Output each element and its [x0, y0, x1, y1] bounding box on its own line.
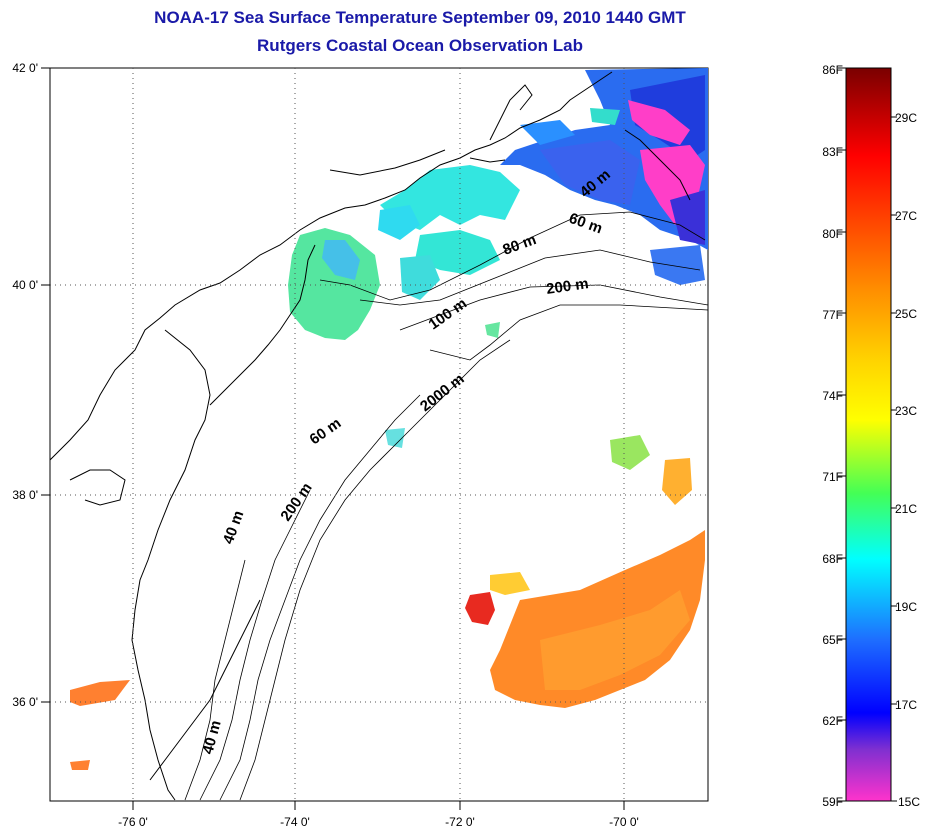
- lon-tick-label: -74 0': [280, 815, 310, 829]
- colorbar-c-label: 29C: [895, 111, 917, 125]
- isobath-label: 200 m: [545, 275, 589, 298]
- lon-tick-label: -70 0': [609, 815, 639, 829]
- grid: [50, 68, 708, 801]
- colorbar-f-label: 74F: [822, 389, 843, 403]
- axis-ticks: [41, 67, 625, 810]
- colorbar-f-label: 71F: [822, 470, 843, 484]
- lat-tick-label: 36 0': [12, 695, 38, 709]
- colorbar-c-label: 19C: [895, 600, 917, 614]
- sst-patches: [70, 68, 708, 770]
- colorbar-f-label: 86F: [822, 63, 843, 77]
- colorbar-f-label: 80F: [822, 227, 843, 241]
- colorbar-c-label: 23C: [895, 404, 917, 418]
- map-title: NOAA-17 Sea Surface Temperature Septembe…: [154, 8, 686, 27]
- lat-tick-label: 42 0': [12, 61, 38, 75]
- colorbar-c-label: 15C: [898, 795, 920, 809]
- lon-tick-label: -72 0': [445, 815, 475, 829]
- colorbar-f-label: 62F: [822, 714, 843, 728]
- isobaths: [184, 211, 708, 801]
- colorbar-ticks: [838, 67, 897, 802]
- colorbar-c-label: 25C: [895, 307, 917, 321]
- colorbar-f-label: 77F: [822, 308, 843, 322]
- colorbar: [845, 67, 892, 802]
- lat-tick-label: 38 0': [12, 488, 38, 502]
- colorbar-f-label: 68F: [822, 552, 843, 566]
- lon-tick-label: -76 0': [118, 815, 148, 829]
- colorbar-c-label: 17C: [895, 698, 917, 712]
- coastline: [50, 71, 691, 801]
- map-subtitle: Rutgers Coastal Ocean Observation Lab: [257, 36, 583, 55]
- colorbar-c-label: 27C: [895, 209, 917, 223]
- lat-tick-label: 40 0': [12, 278, 38, 292]
- colorbar-c-label: 21C: [895, 502, 917, 516]
- colorbar-f-label: 65F: [822, 633, 843, 647]
- colorbar-f-label: 83F: [822, 145, 843, 159]
- colorbar-f-label: 59F: [822, 795, 843, 809]
